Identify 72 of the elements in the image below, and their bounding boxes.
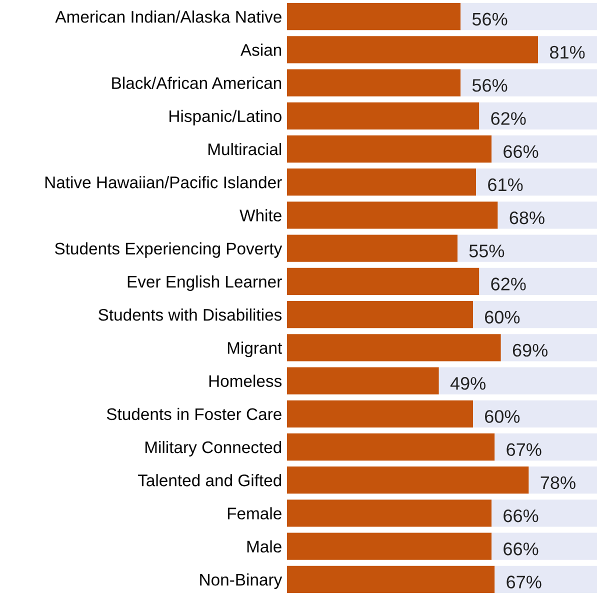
y-tick-label: Native Hawaiian/Pacific Islander: [45, 176, 282, 188]
bar: [528, 466, 597, 494]
data-label: 62%: [491, 278, 526, 290]
data-label: 66%: [504, 145, 538, 158]
bar: [287, 433, 495, 461]
bar: [287, 334, 501, 362]
data-label: 60%: [485, 310, 520, 324]
y-tick-label: Students Experiencing Poverty: [55, 242, 282, 258]
bar: [287, 300, 473, 328]
bar: [287, 36, 538, 64]
bar: [498, 202, 597, 229]
y-tick-label: Military Connected: [145, 440, 282, 456]
y-tick-label: Multiracial: [208, 142, 282, 156]
data-label: 67%: [506, 576, 542, 588]
y-tick-label: Asian: [240, 44, 282, 56]
bar: [287, 168, 476, 196]
data-label: 69%: [512, 344, 548, 357]
y-tick-label: Male: [247, 540, 282, 553]
bar: [479, 268, 597, 296]
bar: [476, 168, 597, 196]
bar: [287, 466, 529, 494]
bar: [287, 367, 439, 394]
y-tick-label: White: [240, 209, 282, 222]
bar: [287, 268, 480, 296]
bar: [287, 400, 473, 428]
bar: [500, 334, 597, 362]
bar: [287, 69, 461, 96]
y-tick-label: Non-Binary: [200, 573, 282, 589]
data-label: 61%: [488, 178, 523, 192]
y-tick-label: Female: [228, 507, 282, 520]
bar: [492, 532, 597, 560]
bar: [473, 400, 597, 428]
data-label: 68%: [510, 211, 544, 224]
bar: [494, 433, 597, 461]
data-label: 62%: [491, 112, 526, 125]
bar: [460, 69, 597, 96]
y-tick-label: Migrant: [228, 342, 282, 358]
data-label: 66%: [504, 542, 538, 556]
data-label: 56%: [472, 79, 508, 92]
y-tick-label: American Indian/Alaska Native: [55, 10, 282, 23]
y-tick-label: Students with Disabilities: [98, 308, 282, 321]
bar: [287, 532, 492, 560]
bar: [492, 500, 597, 527]
bar: [287, 500, 492, 527]
y-tick-label: Ever English Learner: [128, 275, 282, 291]
data-label: 67%: [506, 443, 542, 456]
data-label: 81%: [550, 46, 585, 59]
data-label: 60%: [485, 410, 520, 423]
bar: [287, 566, 495, 594]
bar: [287, 102, 480, 130]
bar: [479, 102, 597, 130]
bar: [438, 367, 597, 394]
y-tick-label: Students in Foster Care: [106, 408, 282, 420]
bar: [287, 202, 498, 229]
bar: [538, 36, 597, 64]
y-tick-label: Hispanic/Latino: [170, 110, 282, 126]
bar: [492, 135, 597, 163]
bar: [473, 300, 597, 328]
data-label: 78%: [540, 476, 576, 490]
bar: [287, 135, 492, 163]
bar: [287, 2, 461, 30]
bar: [287, 234, 458, 262]
bar: [458, 234, 597, 262]
data-label: 66%: [504, 509, 538, 522]
bar: [460, 2, 597, 30]
data-label: 49%: [450, 377, 486, 390]
data-label: 55%: [469, 244, 504, 258]
bar: [494, 566, 597, 594]
data-label: 56%: [472, 12, 508, 26]
y-tick-label: Talented and Gifted: [138, 474, 282, 486]
y-tick-label: Homeless: [209, 374, 282, 387]
y-tick-label: Black/African American: [112, 76, 282, 89]
